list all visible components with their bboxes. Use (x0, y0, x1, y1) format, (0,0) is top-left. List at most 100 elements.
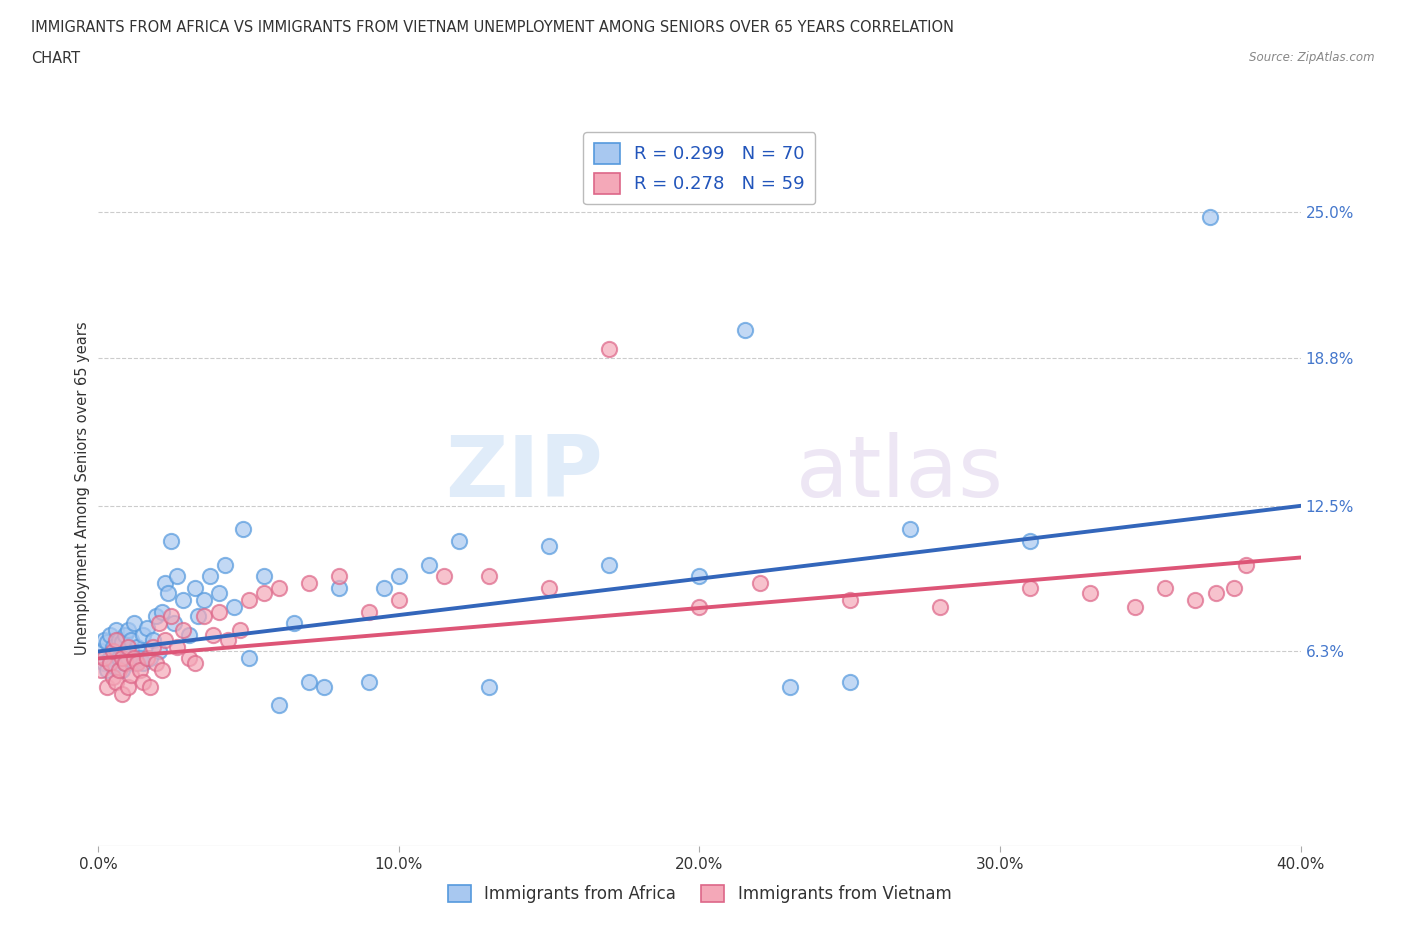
Point (105, 632, 128, 647)
Point (138, 679, 160, 694)
Point (162, 616, 184, 631)
Point (689, 599, 711, 614)
Point (148, 616, 170, 631)
Point (100, 656, 122, 671)
Point (208, 585, 231, 600)
Point (121, 668, 143, 683)
Point (132, 674, 155, 689)
Point (166, 639, 188, 654)
Point (96, 634, 118, 649)
Point (328, 569, 350, 584)
Point (689, 569, 711, 584)
Point (132, 628, 155, 643)
Point (172, 592, 194, 607)
Point (150, 663, 173, 678)
Point (447, 534, 470, 549)
Point (111, 663, 134, 678)
Point (172, 623, 194, 638)
Legend: Immigrants from Africa, Immigrants from Vietnam: Immigrants from Africa, Immigrants from … (441, 878, 957, 910)
Point (148, 644, 170, 658)
Point (1236, 557, 1258, 572)
Point (193, 609, 215, 624)
Point (145, 609, 167, 624)
Point (124, 616, 146, 631)
Point (418, 557, 440, 572)
Point (357, 674, 380, 689)
Point (156, 585, 179, 600)
Point (90, 644, 112, 658)
Point (114, 656, 136, 671)
Point (159, 609, 181, 624)
Point (357, 604, 380, 619)
Text: CHART: CHART (31, 51, 80, 66)
Point (538, 580, 561, 595)
Point (298, 576, 321, 591)
Point (166, 569, 188, 584)
Point (538, 538, 561, 553)
Point (283, 616, 305, 631)
Point (103, 670, 125, 684)
Point (328, 580, 350, 595)
Point (108, 663, 131, 678)
Point (217, 632, 239, 647)
Point (100, 628, 122, 643)
Point (145, 656, 167, 671)
Point (208, 604, 231, 619)
Point (117, 623, 139, 638)
Point (898, 522, 921, 537)
Point (150, 604, 173, 619)
Point (312, 679, 335, 694)
Point (124, 651, 146, 666)
Point (238, 592, 260, 607)
Point (1019, 534, 1042, 549)
Point (100, 651, 122, 666)
Point (159, 534, 181, 549)
Point (373, 580, 395, 595)
Point (1078, 585, 1101, 600)
Point (193, 592, 215, 607)
Point (183, 656, 205, 671)
Point (124, 656, 146, 671)
Text: atlas: atlas (796, 432, 1004, 515)
Point (111, 651, 134, 666)
Point (201, 628, 224, 643)
Point (779, 679, 801, 694)
Point (198, 569, 221, 584)
Point (129, 651, 152, 666)
Point (117, 651, 139, 666)
Y-axis label: Unemployment Among Seniors over 65 years: Unemployment Among Seniors over 65 years (75, 322, 90, 655)
Point (598, 557, 620, 572)
Point (121, 644, 143, 658)
Point (121, 632, 143, 647)
Point (93, 656, 115, 671)
Point (135, 620, 157, 635)
Point (153, 576, 176, 591)
Point (214, 557, 236, 572)
Point (1154, 580, 1177, 595)
Point (1019, 580, 1042, 595)
Point (141, 639, 163, 654)
Point (117, 639, 139, 654)
Point (90, 663, 112, 678)
Point (111, 634, 134, 649)
Point (177, 651, 200, 666)
Point (135, 651, 157, 666)
Point (1199, 209, 1222, 224)
Point (108, 632, 131, 647)
Point (1184, 592, 1206, 607)
Point (103, 639, 125, 654)
Point (153, 632, 176, 647)
Point (129, 663, 152, 678)
Point (105, 644, 128, 658)
Point (838, 592, 860, 607)
Point (929, 599, 952, 614)
Point (127, 639, 149, 654)
Point (238, 651, 260, 666)
Point (114, 628, 136, 643)
Point (253, 569, 276, 584)
Point (228, 623, 250, 638)
Point (267, 698, 290, 713)
Point (105, 623, 128, 638)
Point (734, 323, 756, 338)
Text: Source: ZipAtlas.com: Source: ZipAtlas.com (1250, 51, 1375, 64)
